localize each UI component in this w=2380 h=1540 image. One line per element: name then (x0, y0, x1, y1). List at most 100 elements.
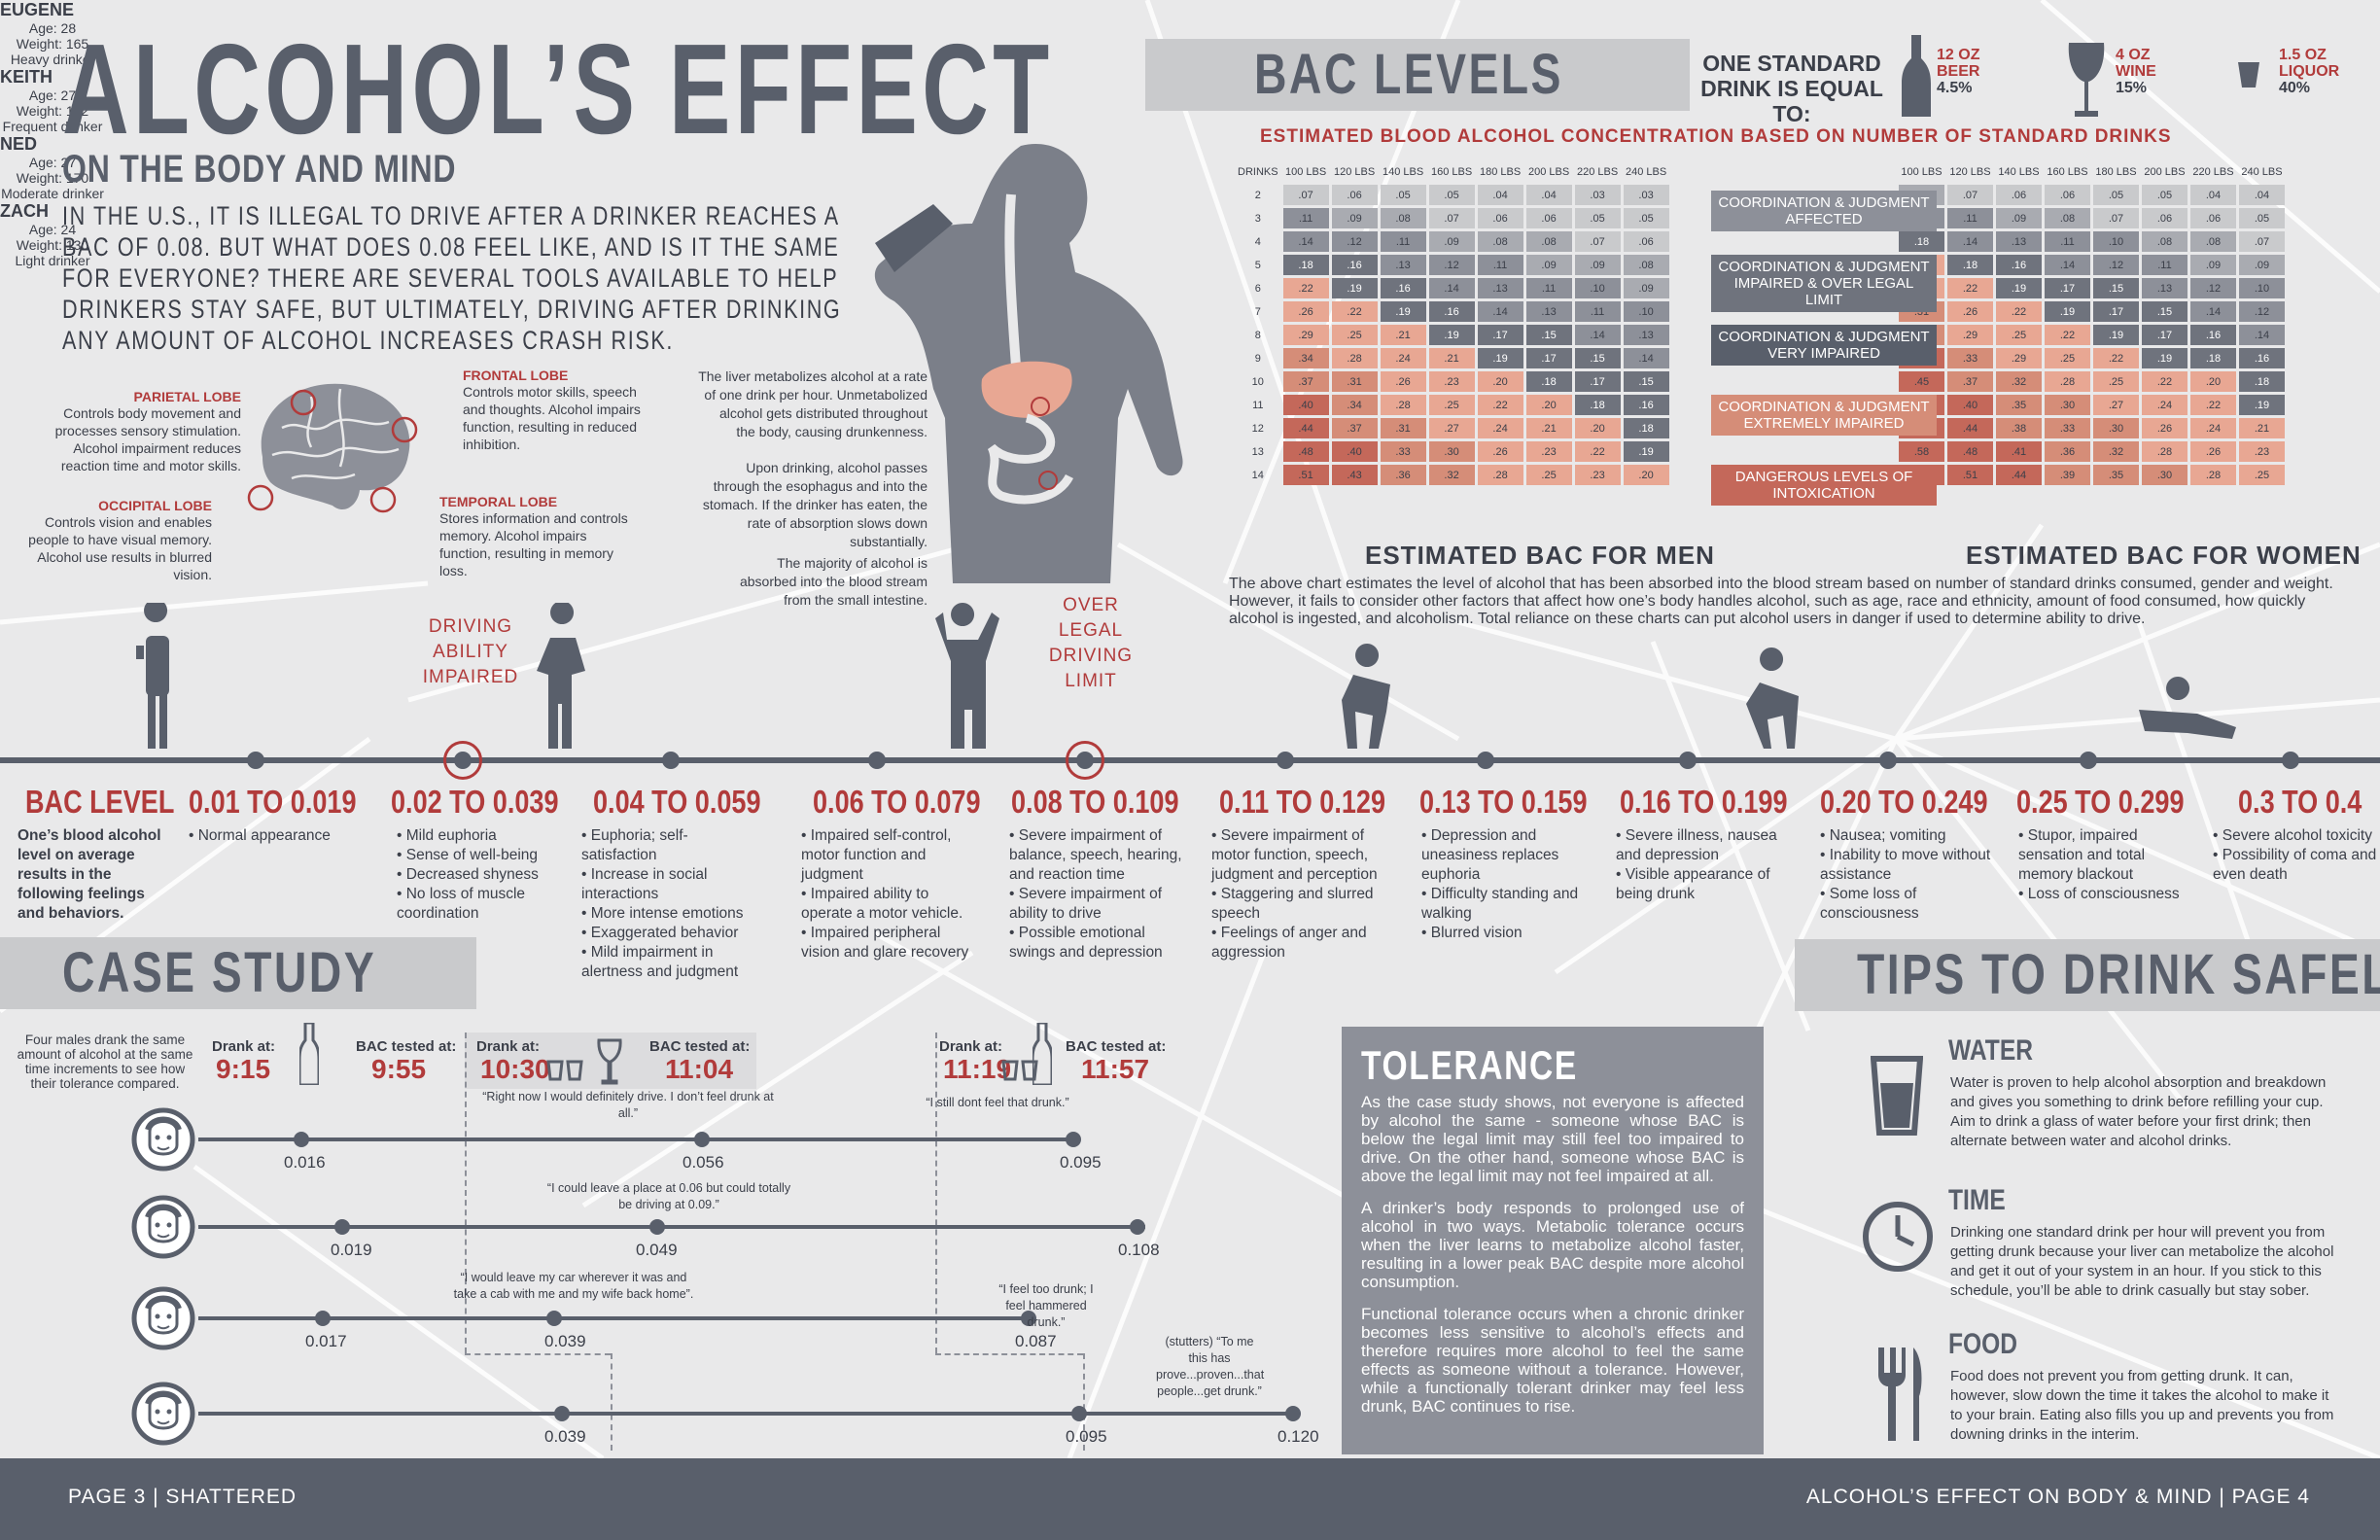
bac-measure-dot (649, 1219, 665, 1235)
bac-cell: .06 (1477, 208, 1523, 228)
women-label: ESTIMATED BAC FOR WOMEN (1966, 541, 2362, 570)
bac-cell: .27 (2093, 395, 2139, 415)
bac-cell: .28 (2190, 465, 2236, 485)
timeline-dot (454, 752, 472, 769)
bac-effects-10: • Severe alcohol toxicity • Possibility o… (2213, 826, 2380, 885)
effect-item: • Severe illness, nausea and depression (1616, 827, 1777, 863)
bac-range-5: 0.11 TO 0.129 (1219, 784, 1386, 820)
subject-quote: (stutters) “To me this has prove...prove… (1156, 1335, 1265, 1398)
bac-cell: .13 (2142, 278, 2188, 298)
bac-cell: .13 (1477, 278, 1523, 298)
bac-cell: .48 (1947, 441, 1993, 462)
bac-note: The above chart estimates the level of a… (1229, 576, 2333, 627)
tolerance-paragraph-2: A drinker’s body responds to prolonged u… (1361, 1199, 1744, 1291)
subject-name: KEITH (0, 67, 52, 87)
bac-cell: .43 (1331, 465, 1378, 485)
bac-measure-value: 0.087 (1015, 1332, 1057, 1350)
subject-name: ZACH (0, 201, 49, 221)
effect-item: • Mild euphoria (397, 827, 497, 844)
weight-header: 120 LBS (1949, 166, 1991, 178)
bac-cell: .07 (1947, 185, 1993, 205)
bac-measure-dot (546, 1311, 562, 1326)
bac-cell: .07 (2239, 231, 2285, 252)
bac-cell: .06 (2190, 208, 2236, 228)
drink-count: 14 (1251, 469, 1264, 481)
bac-cell: .12 (1331, 231, 1378, 252)
timeline-marker-ring (443, 741, 482, 780)
bac-measure-dot (1066, 1132, 1081, 1147)
subject-timeline (198, 1225, 1145, 1229)
bac-range-6: 0.13 TO 0.159 (1419, 784, 1588, 820)
bac-cell: .07 (2093, 208, 2139, 228)
weight-header: 140 LBS (1998, 166, 2040, 178)
bac-cell: .36 (1380, 465, 1426, 485)
subject-name: NED (0, 134, 38, 154)
effect-item: • Euphoria; self-satisfaction (581, 827, 688, 863)
subject-age: Age: 24 (28, 222, 77, 237)
subject-type: Moderate drinker (1, 186, 104, 201)
bac-cell: .12 (2239, 301, 2285, 322)
bac-cell: .14 (1428, 278, 1475, 298)
bac-cell: .13 (1996, 231, 2042, 252)
bac-cell: .11 (1525, 278, 1572, 298)
lobe-frontal: FRONTAL LOBE Controls motor skills, spee… (463, 368, 641, 452)
subject-timeline (198, 1412, 1295, 1416)
effect-item: • Blurred vision (1421, 925, 1522, 941)
bac-cell: .33 (2045, 418, 2090, 438)
bac-measure-dot (315, 1311, 331, 1326)
bac-cell: .31 (1380, 418, 1426, 438)
bac-cell: .25 (1428, 395, 1475, 415)
bac-cell: .35 (1996, 395, 2042, 415)
tip-time-title: TIME (1948, 1184, 2006, 1216)
drink-beer: 12 OZ BEER 4.5% (1937, 47, 1980, 96)
subject-weight: Weight: 130 (16, 237, 89, 253)
bac-range-9: 0.25 TO 0.299 (2016, 784, 2185, 820)
bac-cell: .04 (2239, 185, 2285, 205)
bac-cell: .22 (1477, 395, 1523, 415)
drink-count: 8 (1254, 329, 1261, 341)
footer-left: PAGE 3 | SHATTERED (68, 1486, 298, 1508)
bac-cell: .09 (1623, 278, 1669, 298)
drank-at-time: 11:19 (943, 1054, 1012, 1084)
bac-cell: .14 (1574, 325, 1621, 345)
bac-cell: .14 (2190, 301, 2236, 322)
weight-header: 100 LBS (1284, 166, 1327, 178)
subject-age: Age: 27 (28, 155, 77, 170)
bac-measure-value: 0.095 (1060, 1153, 1102, 1172)
bac-tested-time: 11:57 (1081, 1054, 1150, 1084)
bac-cell: .18 (1899, 231, 1944, 252)
bac-cell: .10 (2239, 278, 2285, 298)
drank-at-label: Drank at: (212, 1038, 276, 1055)
bac-cell: .07 (1428, 208, 1475, 228)
bac-cell: .05 (2239, 208, 2285, 228)
weight-header: 200 LBS (2144, 166, 2186, 178)
lobe-parietal: PARIETAL LOBE Controls body movement and… (54, 389, 241, 473)
bac-cell: .37 (1331, 418, 1378, 438)
bac-range-4: 0.08 TO 0.109 (1011, 784, 1179, 820)
tips-banner: TIPS TO DRINK SAFELY (1795, 939, 2380, 1011)
bac-cell: .24 (1380, 348, 1426, 368)
bac-cell: .14 (2045, 255, 2090, 275)
drank-at-time: 10:30 (480, 1054, 550, 1084)
bac-effects-8: • Nausea; vomiting • Inability to move wi… (1820, 826, 1995, 924)
effect-item: • Inability to move without assistance (1820, 847, 1991, 883)
bac-cell: .30 (2093, 418, 2139, 438)
subject-weight: Weight: 170 (16, 170, 89, 186)
bac-cell: .03 (1623, 185, 1669, 205)
bac-cell: .13 (1623, 325, 1669, 345)
standard-drink-label: ONE STANDARD DRINK IS EQUAL TO: (1700, 51, 1883, 126)
bac-cell: .04 (1477, 185, 1523, 205)
bac-effects-7: • Severe illness, nausea and depression •… (1616, 826, 1791, 904)
weight-header: 140 LBS (1382, 166, 1424, 178)
subject-quote: “I feel too drunk; I feel hammered drunk… (998, 1282, 1094, 1329)
bac-cell: .06 (1331, 185, 1378, 205)
bac-cell: .33 (1947, 348, 1993, 368)
bac-effects-9: • Stupor, impaired sensation and total m… (2018, 826, 2193, 904)
weight-header: 180 LBS (2095, 166, 2137, 178)
bac-measure-dot (1130, 1219, 1145, 1235)
subject-info: Age: 27 Weight: 192 Frequent drinker (0, 88, 105, 134)
bac-cell: .11 (2142, 255, 2188, 275)
bac-cell: .16 (1623, 395, 1669, 415)
bac-cell: .25 (1525, 465, 1572, 485)
bac-cell: .16 (1428, 301, 1475, 322)
